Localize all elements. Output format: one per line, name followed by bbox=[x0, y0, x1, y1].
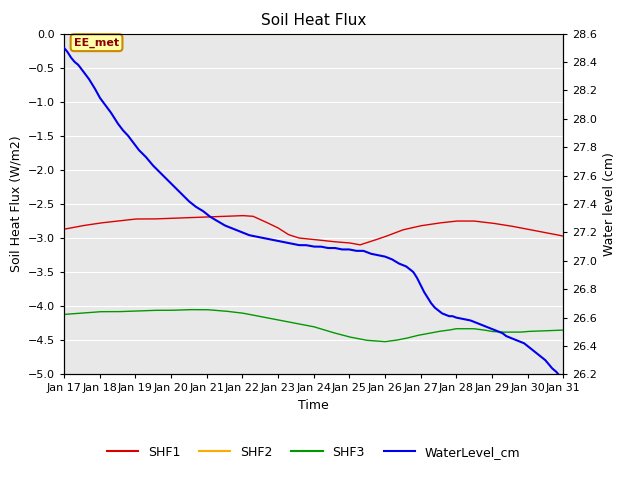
SHF2 bbox=[297, 31, 305, 36]
SHF1 bbox=[301, 236, 309, 241]
SHF1 bbox=[238, 213, 246, 218]
SHF3 bbox=[185, 307, 193, 312]
SHF2 bbox=[330, 31, 338, 36]
Legend: SHF1, SHF2, SHF3, WaterLevel_cm: SHF1, SHF2, SHF3, WaterLevel_cm bbox=[102, 441, 525, 464]
SHF3 bbox=[298, 322, 306, 327]
Line: SHF3: SHF3 bbox=[64, 310, 563, 342]
WaterLevel_cm bbox=[330, 245, 338, 251]
X-axis label: Time: Time bbox=[298, 399, 329, 412]
SHF1 bbox=[356, 242, 364, 248]
SHF1 bbox=[359, 241, 367, 247]
Title: Soil Heat Flux: Soil Heat Flux bbox=[261, 13, 366, 28]
WaterLevel_cm bbox=[357, 248, 365, 254]
SHF1 bbox=[60, 227, 68, 232]
SHF3 bbox=[559, 327, 567, 333]
SHF3 bbox=[332, 330, 339, 336]
SHF2 bbox=[357, 31, 365, 36]
SHF1 bbox=[549, 231, 557, 237]
SHF3 bbox=[381, 339, 389, 345]
SHF3 bbox=[358, 336, 366, 342]
Text: EE_met: EE_met bbox=[74, 37, 119, 48]
SHF2 bbox=[60, 31, 68, 36]
WaterLevel_cm bbox=[559, 379, 567, 384]
Y-axis label: Water level (cm): Water level (cm) bbox=[603, 152, 616, 256]
Line: WaterLevel_cm: WaterLevel_cm bbox=[64, 48, 563, 382]
WaterLevel_cm bbox=[60, 45, 68, 51]
SHF2 bbox=[300, 31, 308, 36]
SHF3 bbox=[301, 322, 309, 328]
Line: SHF1: SHF1 bbox=[64, 216, 563, 245]
SHF1 bbox=[332, 239, 339, 245]
SHF1 bbox=[559, 233, 567, 239]
WaterLevel_cm bbox=[300, 242, 308, 248]
SHF2 bbox=[469, 31, 477, 36]
SHF3 bbox=[60, 312, 68, 317]
SHF2 bbox=[559, 31, 567, 36]
WaterLevel_cm bbox=[547, 364, 555, 370]
SHF3 bbox=[549, 327, 557, 333]
SHF3 bbox=[471, 326, 479, 332]
Y-axis label: Soil Heat Flux (W/m2): Soil Heat Flux (W/m2) bbox=[10, 136, 22, 272]
WaterLevel_cm bbox=[469, 319, 477, 324]
SHF1 bbox=[298, 236, 306, 241]
SHF1 bbox=[471, 218, 479, 224]
SHF2 bbox=[547, 31, 555, 36]
WaterLevel_cm bbox=[297, 242, 305, 248]
